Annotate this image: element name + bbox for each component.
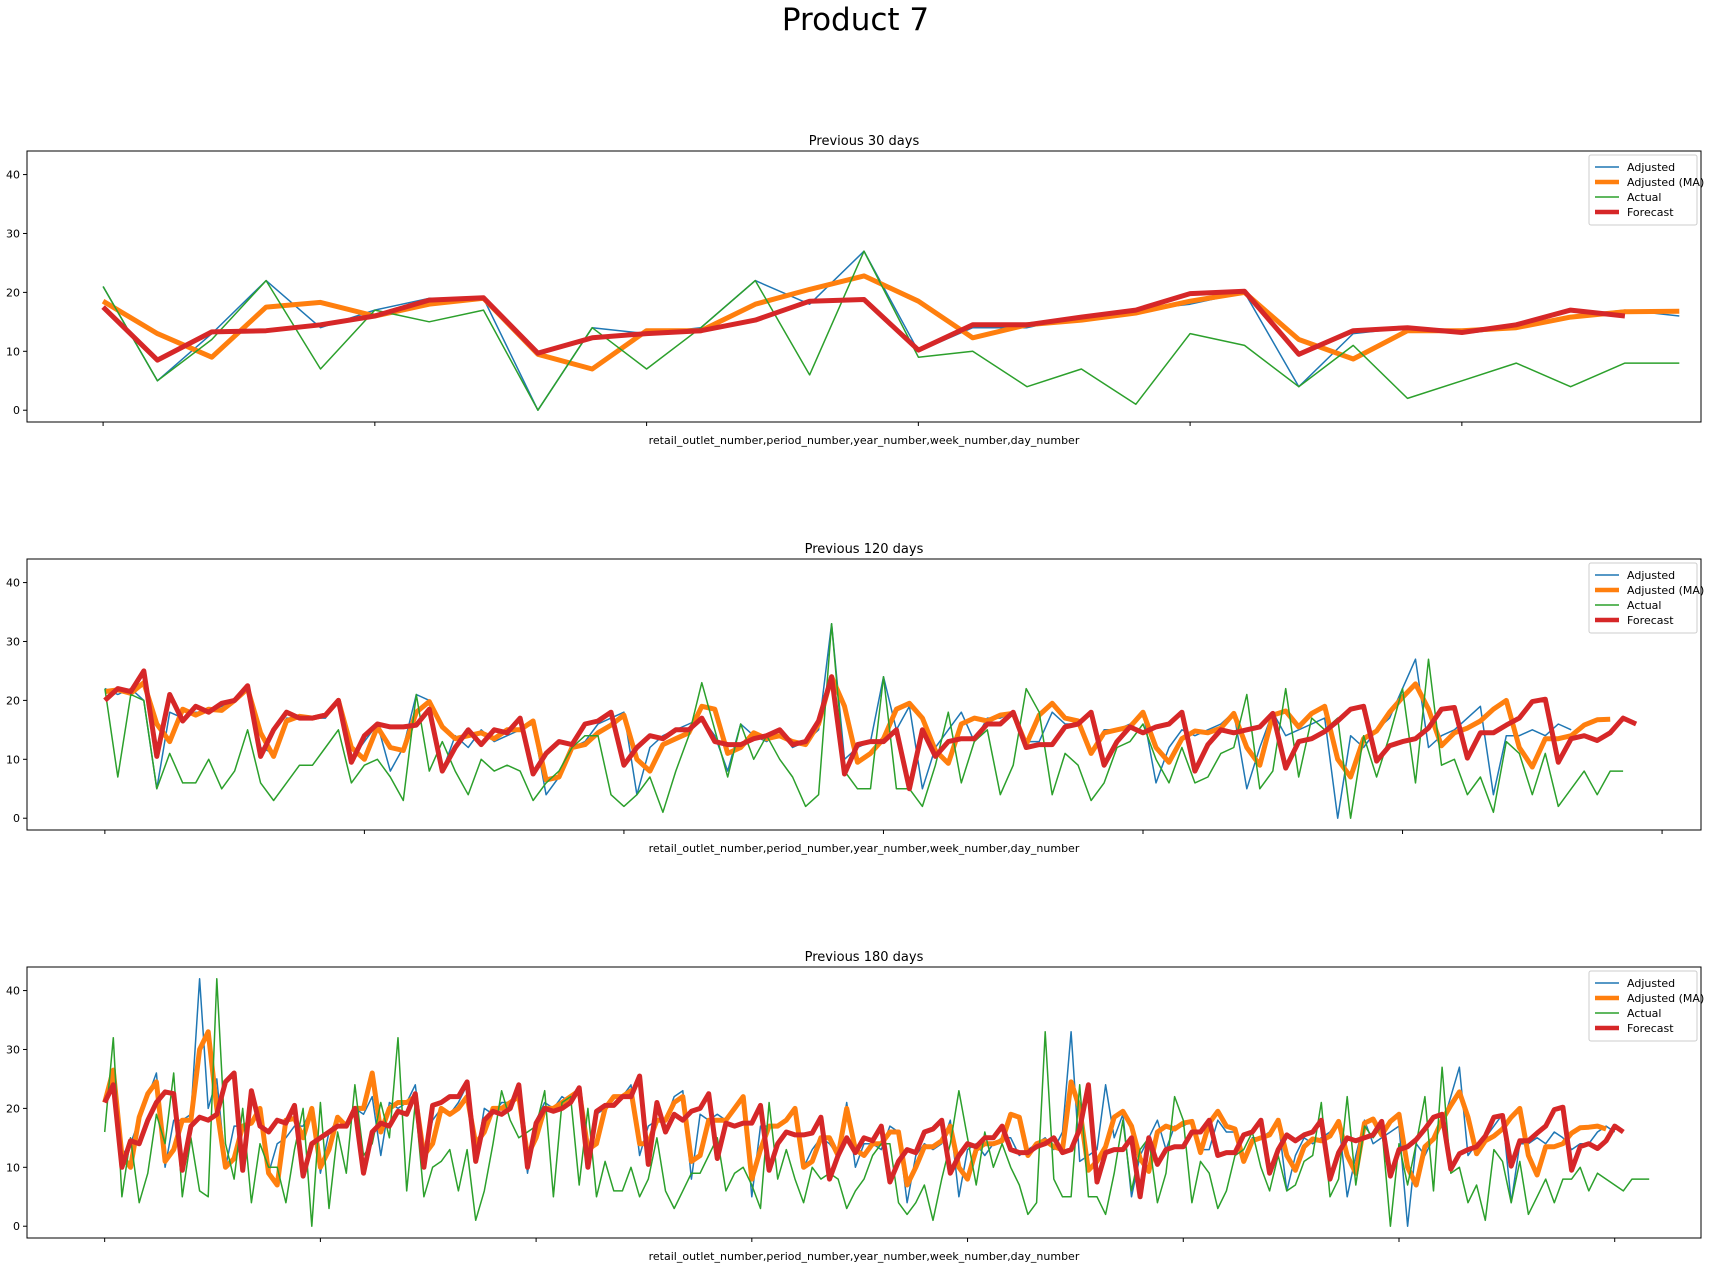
- panel-title: Previous 180 days: [805, 950, 924, 965]
- legend-label: Adjusted: [1627, 569, 1675, 582]
- series-line-forecast: [101, 288, 1626, 363]
- panel-title: Previous 30 days: [809, 134, 920, 149]
- y-tick-label: 0: [13, 404, 20, 417]
- legend-box: [1588, 154, 1698, 226]
- legend-label: Actual: [1627, 191, 1661, 204]
- y-tick-label: 40: [6, 985, 20, 998]
- series-group: [101, 250, 1680, 411]
- series-line-adjusted-ma: [104, 674, 1611, 783]
- legend-label: Adjusted: [1627, 161, 1675, 174]
- y-tick-label: 10: [6, 345, 20, 358]
- legend-label: Forecast: [1627, 614, 1674, 627]
- series-group: [103, 623, 1638, 819]
- legend-box: [1588, 562, 1698, 634]
- legend-label: Adjusted (MA): [1627, 992, 1704, 1005]
- y-tick-label: 0: [13, 1220, 20, 1233]
- legend: Adjusted Adjusted (MA) Actual Forecast: [1588, 562, 1704, 634]
- y-tick-label: 40: [6, 577, 20, 590]
- y-tick-label: 30: [6, 635, 20, 648]
- legend-label: Adjusted (MA): [1627, 584, 1704, 597]
- chart-panel-1: Previous 30 days 0 10 20 30 40 retail_outlet_n…: [6, 134, 1704, 447]
- plot-frame: [26, 150, 1702, 423]
- y-tick-label: 30: [6, 227, 20, 240]
- series-group: [102, 978, 1650, 1227]
- y-tick-label: 20: [6, 694, 20, 707]
- series-line-forecast: [103, 668, 1638, 792]
- legend: Adjusted Adjusted (MA) Actual Forecast: [1588, 970, 1704, 1042]
- figure-title: Product 7: [781, 2, 930, 38]
- legend-box: [1588, 970, 1698, 1042]
- legend-label: Forecast: [1627, 206, 1674, 219]
- plot-frame: [26, 558, 1702, 831]
- legend-label: Actual: [1627, 1007, 1661, 1020]
- plot-frame: [26, 966, 1702, 1239]
- y-tick-label: 20: [6, 1102, 20, 1115]
- y-tick-label: 10: [6, 753, 20, 766]
- panel-title: Previous 120 days: [805, 542, 924, 557]
- y-tick-label: 10: [6, 1161, 20, 1174]
- series-line-forecast: [102, 1070, 1625, 1200]
- y-tick-label: 20: [6, 286, 20, 299]
- legend-label: Actual: [1627, 599, 1661, 612]
- legend-label: Forecast: [1627, 1022, 1674, 1035]
- x-axis-label: retail_outlet_number,period_number,year_…: [649, 434, 1080, 447]
- legend-label: Adjusted: [1627, 977, 1675, 990]
- x-axis-label: retail_outlet_number,period_number,year_…: [649, 842, 1080, 855]
- y-tick-label: 0: [13, 812, 20, 825]
- series-line-actual: [104, 623, 1624, 819]
- series-line-actual: [103, 978, 1650, 1227]
- legend-label: Adjusted (MA): [1627, 176, 1704, 189]
- chart-panel-3: Previous 180 days 0 10 20 30 40 retail_outlet_…: [6, 950, 1704, 1263]
- chart-panel-2: Previous 120 days 0 10 20 30 40 retail_outlet_…: [6, 542, 1704, 855]
- x-axis-label: retail_outlet_number,period_number,year_…: [649, 1250, 1080, 1263]
- y-tick-label: 40: [6, 169, 20, 182]
- y-tick-label: 30: [6, 1043, 20, 1056]
- legend: Adjusted Adjusted (MA) Actual Forecast: [1588, 154, 1704, 226]
